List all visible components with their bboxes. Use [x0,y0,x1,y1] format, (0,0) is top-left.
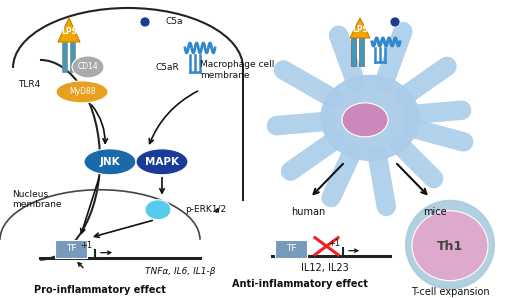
Text: TF: TF [286,244,296,253]
Bar [275,240,307,258]
Text: TF: TF [66,244,76,253]
Ellipse shape [56,81,108,103]
Text: human: human [291,207,325,217]
Text: JNK: JNK [100,157,120,167]
Text: +1: +1 [80,241,92,250]
Text: p-ERK1/2: p-ERK1/2 [185,205,226,214]
Ellipse shape [412,211,488,281]
Polygon shape [58,18,80,42]
Polygon shape [350,18,370,38]
Circle shape [406,201,494,289]
Bar [70,42,75,72]
Text: IL12, IL23: IL12, IL23 [301,263,349,273]
Text: TLR4: TLR4 [18,80,40,89]
Text: +1: +1 [328,239,340,248]
Bar [62,42,67,72]
Text: C5a: C5a [165,18,182,27]
Ellipse shape [342,103,388,137]
Text: LPS: LPS [352,25,368,35]
FancyArrowPatch shape [149,91,198,143]
Ellipse shape [145,200,171,220]
Text: T-cell expansion: T-cell expansion [411,287,489,297]
Text: C5aR: C5aR [155,63,179,72]
Text: Anti-inflammatory effect: Anti-inflammatory effect [232,279,368,289]
FancyArrowPatch shape [92,105,108,143]
Ellipse shape [72,56,104,78]
Ellipse shape [140,17,150,27]
Ellipse shape [321,75,419,160]
Bar [55,240,87,258]
Text: Pro-inflammatory effect: Pro-inflammatory effect [34,285,166,295]
Text: MAPK: MAPK [145,157,179,167]
Ellipse shape [84,149,136,175]
Ellipse shape [390,17,400,27]
Text: MyD88: MyD88 [69,87,95,96]
Text: TNFα, IL6, IL1-β: TNFα, IL6, IL1-β [145,267,216,276]
Text: CD14: CD14 [78,62,98,72]
Text: Macrophage cell
membrane: Macrophage cell membrane [200,60,274,80]
Text: Nucleus
membrane: Nucleus membrane [12,190,61,209]
Bar [351,38,356,66]
Text: LPS: LPS [61,27,77,36]
Text: Th1: Th1 [437,240,463,253]
Ellipse shape [136,149,188,175]
Text: mice: mice [423,207,447,217]
Bar [359,38,364,66]
